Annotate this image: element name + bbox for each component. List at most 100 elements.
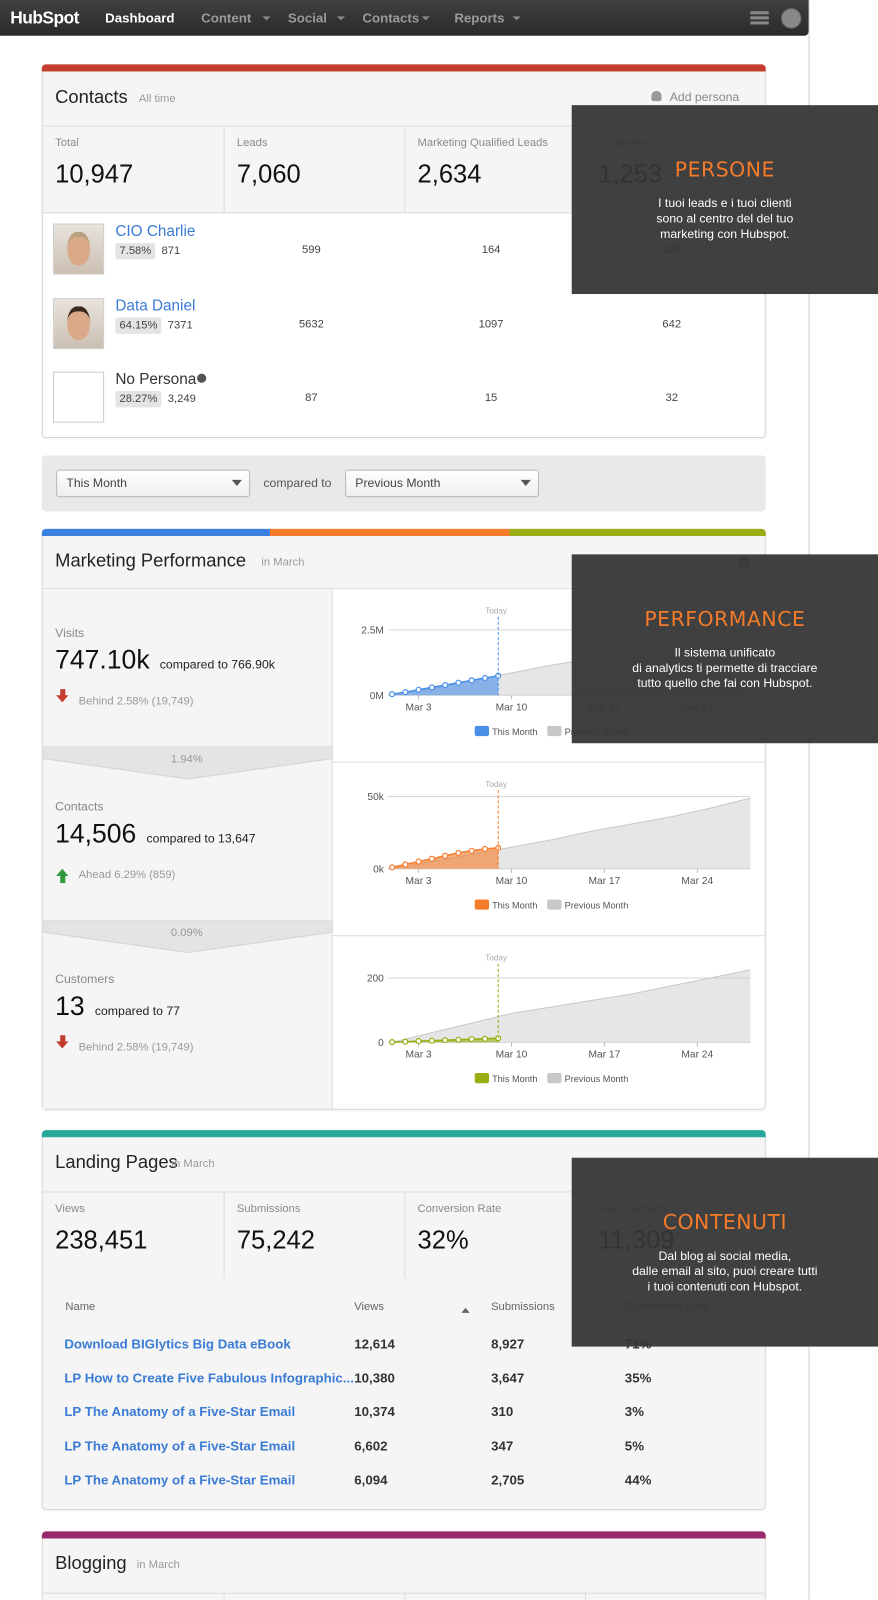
callout-title: PERFORMANCE	[644, 606, 806, 631]
panel-title: Blogging	[55, 1553, 127, 1574]
metric-label: Visits	[55, 625, 85, 640]
cell-value: 12,614	[354, 1336, 395, 1352]
page-link[interactable]: LP The Anatomy of a Five-Star Email	[64, 1472, 296, 1488]
legend-label: This Month	[492, 727, 537, 737]
info-icon	[197, 373, 207, 383]
stat-label: Views	[55, 1202, 85, 1216]
nav-item[interactable]: Dashboard	[105, 10, 175, 26]
data-point	[428, 855, 435, 862]
y-tick-label: 0k	[373, 864, 385, 875]
menu-icon	[750, 11, 769, 15]
stat-value: 7,060	[236, 159, 301, 189]
logo: HubSpot	[10, 8, 79, 28]
persona-name[interactable]: CIO Charlie	[115, 222, 196, 240]
cell-value: 3,647	[491, 1369, 525, 1386]
today-label: Today	[485, 780, 508, 789]
callout-text: marketing con Hubspot.	[660, 226, 790, 241]
nav-item[interactable]: Social	[287, 10, 328, 26]
trend-arrow	[56, 695, 69, 708]
column-header: Views	[354, 1300, 385, 1314]
panel-subtitle: in March	[171, 1158, 215, 1171]
data-point	[388, 691, 396, 698]
persona-customers: 32	[665, 392, 679, 405]
persona-name[interactable]: Data Daniel	[115, 296, 196, 314]
cell-value: 35%	[624, 1369, 652, 1386]
panel-bar	[41, 1130, 766, 1138]
add-persona[interactable]: Add persona	[669, 89, 740, 104]
chart-divider	[332, 761, 766, 763]
legend-swatch	[547, 725, 562, 737]
funnel-band	[42, 746, 333, 780]
panel-subtitle: in March	[261, 556, 305, 569]
data-point	[402, 689, 409, 696]
metric-trend: Ahead 6.29% (859)	[78, 869, 176, 882]
cell-value: 10,374	[354, 1403, 395, 1419]
nav-item[interactable]: Content	[201, 10, 252, 26]
metric-label: Customers	[55, 971, 115, 986]
cell-value: 347	[491, 1438, 514, 1454]
page-link[interactable]: LP The Anatomy of a Five-Star Email	[64, 1438, 296, 1454]
avatar-face	[67, 306, 90, 340]
x-tick-label: Mar 24	[681, 876, 713, 887]
trend-arrow-stem	[60, 1035, 66, 1043]
stat-value: 75,242	[236, 1225, 315, 1255]
panel-title: Landing Pages	[55, 1152, 178, 1173]
metric-compare: compared to 766.90k	[159, 657, 275, 672]
persona-mql: 164	[481, 244, 501, 257]
page-link[interactable]: Download BIGlytics Big Data eBook	[64, 1336, 291, 1352]
persona-leads: 5632	[298, 318, 324, 332]
x-tick-label: Mar 17	[589, 1050, 621, 1061]
data-point	[468, 847, 475, 854]
conversion-rate: 0.09%	[170, 927, 203, 940]
nav-item[interactable]: Reports	[454, 10, 505, 26]
persona-share-row: 28.27% 3,249	[115, 391, 196, 408]
page-link[interactable]: LP How to Create Five Fabulous Infograph…	[64, 1369, 354, 1386]
stat-divider	[223, 125, 225, 213]
trend-arrow-stem	[60, 875, 66, 884]
stat-value: 10,947	[55, 159, 134, 189]
persona-avatar	[53, 371, 105, 423]
data-point	[455, 679, 462, 686]
chart: 0 200 Mar 3 Mar 10 Mar 17 Mar 24 Today This Mon…	[367, 954, 751, 1084]
callout	[571, 1157, 878, 1347]
select[interactable]	[56, 469, 251, 498]
share-badge: 7.58%	[115, 242, 156, 260]
stat-label: Leads	[236, 137, 268, 150]
cell-value: 6,094	[354, 1472, 388, 1488]
trend-arrow	[56, 863, 69, 876]
select[interactable]	[345, 469, 540, 498]
column-header: Submissions	[491, 1300, 555, 1314]
compared-label: compared to	[263, 475, 332, 490]
data-point	[455, 1036, 462, 1043]
x-tick-label: Mar 17	[589, 876, 621, 887]
callout-text: Il sistema unificato	[674, 644, 776, 660]
y-tick-label: 2.5M	[361, 625, 384, 636]
metric-value-row: 14,506 compared to 13,647	[55, 818, 255, 850]
callout-text: dalle email al sito, puoi creare tutti	[632, 1263, 818, 1278]
data-point	[402, 1038, 409, 1045]
data-point	[388, 1038, 396, 1046]
stat-value: 238,451	[55, 1225, 148, 1255]
select-caret	[231, 479, 242, 491]
stat-value: 32%	[417, 1225, 469, 1255]
stat-divider	[404, 1592, 406, 1600]
nav-item[interactable]: Contacts	[362, 10, 420, 26]
cell-value: 310	[491, 1403, 514, 1419]
y-tick-label: 50k	[367, 792, 384, 803]
metrics-column	[42, 589, 333, 1109]
legend-swatch	[547, 1072, 562, 1084]
panel-subtitle: in March	[136, 1559, 180, 1572]
x-tick-label: Mar 3	[406, 876, 432, 887]
series-area	[392, 969, 751, 1043]
stat-label: Conversion Rate	[417, 1202, 502, 1216]
data-point	[455, 849, 462, 856]
user-avatar	[781, 8, 802, 29]
sort-arrow	[461, 1304, 470, 1313]
metric-label: Contacts	[55, 798, 104, 814]
callout-title: PERSONE	[674, 157, 775, 182]
page-link[interactable]: LP The Anatomy of a Five-Star Email	[64, 1403, 296, 1419]
data-point	[415, 858, 422, 865]
add-persona-icon	[651, 90, 662, 102]
